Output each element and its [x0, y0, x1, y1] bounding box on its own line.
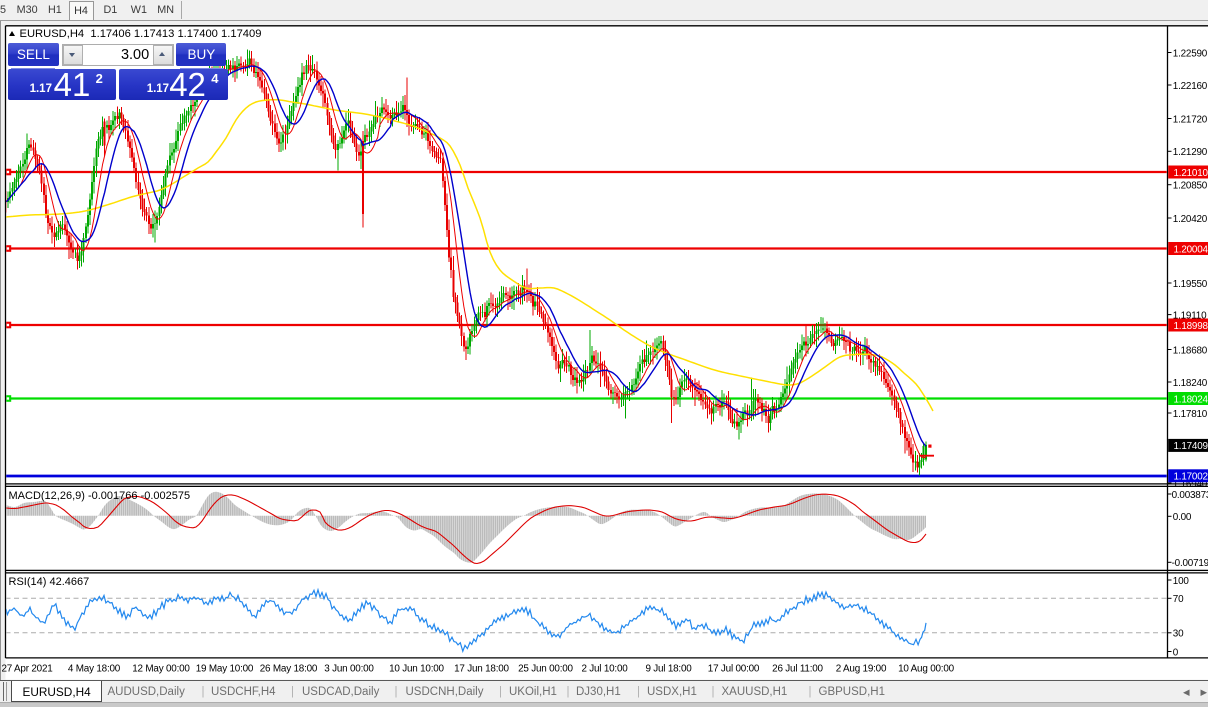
svg-text:27 Apr 2021: 27 Apr 2021 — [1, 664, 53, 675]
svg-text:1.22160: 1.22160 — [1173, 81, 1208, 92]
svg-text:-0.007193: -0.007193 — [1172, 558, 1208, 569]
svg-text:1.17002: 1.17002 — [1174, 472, 1208, 483]
svg-text:1.22590: 1.22590 — [1173, 48, 1208, 59]
svg-text:10 Aug 00:00: 10 Aug 00:00 — [898, 664, 955, 675]
svg-text:1.17810: 1.17810 — [1173, 409, 1208, 420]
svg-text:1.20850: 1.20850 — [1173, 181, 1208, 192]
svg-text:1.18240: 1.18240 — [1173, 378, 1208, 389]
svg-text:1.19110: 1.19110 — [1173, 310, 1207, 321]
svg-text:1.16940: 1.16940 — [1173, 479, 1208, 490]
svg-text:1.20004: 1.20004 — [1174, 244, 1208, 255]
svg-text:1.19550: 1.19550 — [1173, 279, 1208, 290]
svg-text:26 Jul 11:00: 26 Jul 11:00 — [772, 664, 823, 675]
svg-text:MACD(12,26,9) -0.001766 -0.002: MACD(12,26,9) -0.001766 -0.002575 — [9, 490, 191, 502]
svg-text:1.17409: 1.17409 — [1174, 441, 1208, 452]
svg-text:1.20420: 1.20420 — [1173, 214, 1208, 225]
svg-text:0: 0 — [1173, 647, 1179, 658]
svg-text:100: 100 — [1173, 576, 1190, 587]
svg-text:10 Jun 10:00: 10 Jun 10:00 — [389, 664, 444, 675]
svg-text:25 Jun 00:00: 25 Jun 00:00 — [518, 664, 573, 675]
svg-text:17 Jun 18:00: 17 Jun 18:00 — [454, 664, 509, 675]
svg-text:RSI(14) 42.4667: RSI(14) 42.4667 — [9, 576, 90, 588]
svg-text:19 May 10:00: 19 May 10:00 — [196, 664, 254, 675]
svg-text:2 Jul 10:00: 2 Jul 10:00 — [581, 664, 628, 675]
svg-text:17 Jul 00:00: 17 Jul 00:00 — [708, 664, 760, 675]
svg-text:2 Aug 19:00: 2 Aug 19:00 — [836, 664, 887, 675]
svg-text:3 Jun 00:00: 3 Jun 00:00 — [324, 664, 374, 675]
svg-text:0.003873: 0.003873 — [1172, 490, 1208, 501]
svg-text:1.21720: 1.21720 — [1173, 114, 1208, 125]
svg-text:30: 30 — [1173, 629, 1184, 640]
svg-text:0.00: 0.00 — [1173, 512, 1192, 523]
svg-text:1.18024: 1.18024 — [1174, 394, 1208, 405]
svg-text:9 Jul 18:00: 9 Jul 18:00 — [645, 664, 692, 675]
svg-text:1.18680: 1.18680 — [1173, 345, 1208, 356]
svg-text:70: 70 — [1173, 594, 1184, 605]
svg-text:1.21290: 1.21290 — [1173, 147, 1208, 158]
svg-text:26 May 18:00: 26 May 18:00 — [260, 664, 318, 675]
svg-text:1.21010: 1.21010 — [1174, 168, 1208, 179]
svg-text:12 May 00:00: 12 May 00:00 — [132, 664, 190, 675]
svg-text:1.18998: 1.18998 — [1174, 321, 1208, 332]
svg-text:4 May 18:00: 4 May 18:00 — [68, 664, 121, 675]
